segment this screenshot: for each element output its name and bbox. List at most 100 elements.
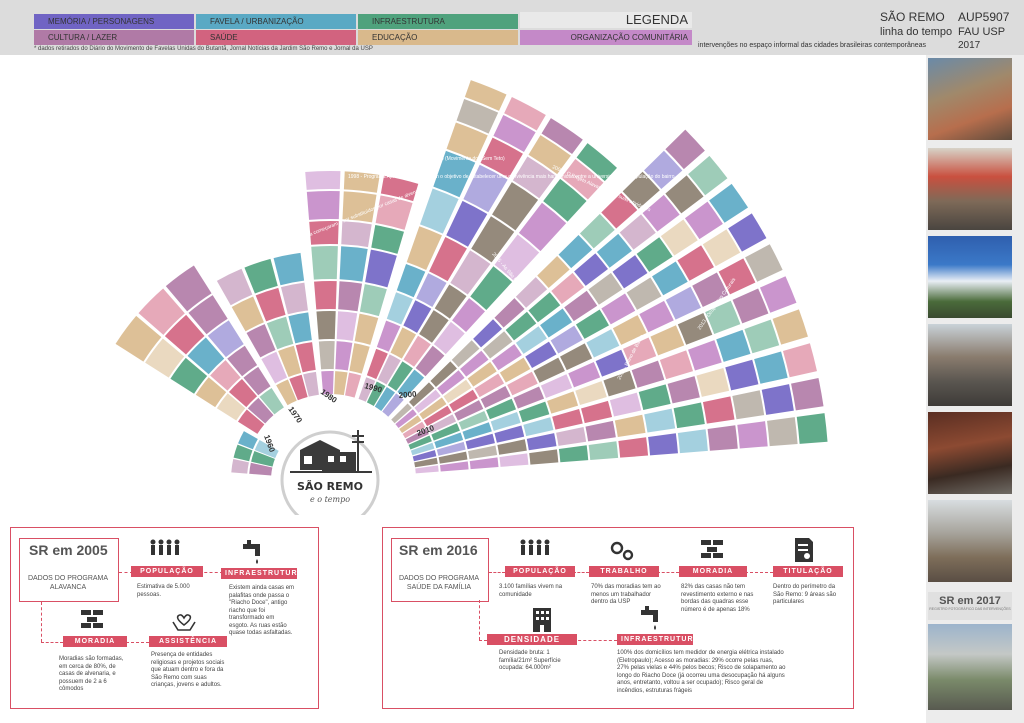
timeline-segment [439,461,469,472]
timeline-segment [244,258,278,294]
timeline-segment [115,315,162,362]
connector [657,572,679,573]
timeline-segment [609,392,642,417]
tag-moradia-2016: MORADIA [679,566,747,577]
timeline-segment [403,300,432,333]
timeline-segment [165,265,212,312]
timeline-segment [648,433,678,456]
timeline-segment [458,410,488,430]
timeline-segment [374,386,395,411]
timeline-segment [561,159,604,200]
event-label: 1999 - Início da ocupação Carlos Lourenç… [348,156,505,162]
timeline-segment [431,423,460,441]
text-infra-2016: 100% dos domicílios tem medidor de energ… [617,650,786,694]
timeline-segment [403,335,431,367]
timeline-segment [586,329,620,358]
timeline-segment [377,354,401,385]
timeline-segment [247,397,274,424]
tag-assistencia-2005: ASSISTÊNCIA SOCIAL [149,636,227,656]
event-label: 2016 - Inauguração do Parque Linear [838,196,909,250]
timeline-segment [564,290,598,322]
timeline-segment [767,417,798,447]
timeline-segment [585,420,616,442]
timeline-segment [261,351,288,384]
timeline-segment [518,401,550,423]
timeline-segment [249,462,273,476]
timeline-segment [207,320,244,358]
timeline-segment [568,361,601,388]
text-assistencia-2005: Presença de entidades religiosas e proje… [151,652,225,688]
timeline-segment [276,379,297,406]
timeline-segment [238,431,258,450]
timeline-segment [339,246,368,282]
timeline-segment [533,357,565,383]
panel-2005-title-box [19,538,119,602]
timeline-segment [528,292,561,323]
timeline-segment [523,417,554,437]
connector [199,572,223,573]
timeline-segment [433,150,476,198]
timeline-segment [430,361,457,387]
timeline-segment [303,371,319,397]
timeline-segment [507,371,538,396]
timeline-segment [665,175,704,214]
timeline-segment [754,351,788,384]
timeline-segment [462,422,492,440]
timeline-segment [365,249,397,288]
timeline-segment [631,360,665,388]
timeline-segment [342,191,377,223]
photo-2 [928,148,1012,230]
timeline-segment [551,272,585,305]
connector [41,602,42,642]
timeline-segment [642,194,680,232]
decade-label: 1970 [286,405,304,425]
timeline-segment [493,115,536,153]
legend-item: ORGANIZAÇÃO COMUNITÁRIA [520,30,692,45]
photo-5 [928,412,1012,494]
timeline-segment [782,343,817,378]
header-course: AUP5907 [958,10,1010,24]
timeline-segment [386,292,413,325]
timeline-segment [596,233,632,268]
event-label: 1979 - Formação do Movimento de Favelas … [57,55,211,251]
timeline-segment [688,155,728,196]
panel-2016: SR em 2016 DADOS DO PROGRAMA SAÚDE DA FA… [382,527,854,709]
decade-label: 2000 [398,389,417,400]
timeline-segment [338,281,363,312]
timeline-fan: 1979 - Formação do Movimento de Favelas … [57,55,909,515]
timeline-segment [309,221,339,245]
timeline-segment [316,311,336,340]
timeline-segment [480,137,523,178]
timeline-segment [434,284,467,319]
timeline-segment [255,287,286,322]
timeline-segment [796,413,828,444]
timeline-segment [576,143,617,182]
timeline-segment [354,313,379,345]
connector [745,572,773,573]
legend-title: LEGENDA [520,12,692,28]
timeline-segment [692,272,729,307]
timeline-segment [759,276,797,313]
hands-heart-icon [172,614,196,631]
timeline-segment [614,414,646,437]
timeline-segment [306,190,340,220]
timeline-segment [716,329,751,362]
panel-2016-subtitle: DADOS DO PROGRAMA SAÚDE DA FAMÍLIA [398,575,480,591]
text-densidade-2016: Densidade bruta: 1 família/21m² Superfíc… [499,650,561,671]
timeline-segment [595,349,629,377]
timeline-segment [732,288,769,324]
photo-7 [928,624,1012,710]
timeline-segment [464,80,507,111]
timeline-segment [618,437,649,458]
timeline-segment [164,314,205,355]
timeline-segment [427,414,457,434]
timeline-segment [216,268,253,306]
timeline-segment [512,156,556,199]
timeline-segment [540,374,573,398]
timeline-segment [677,312,713,345]
people-icon [150,539,180,555]
timeline-segment [371,224,404,254]
bricks-icon [81,610,103,628]
timeline-segment [499,357,531,383]
timeline-segment [419,397,447,420]
